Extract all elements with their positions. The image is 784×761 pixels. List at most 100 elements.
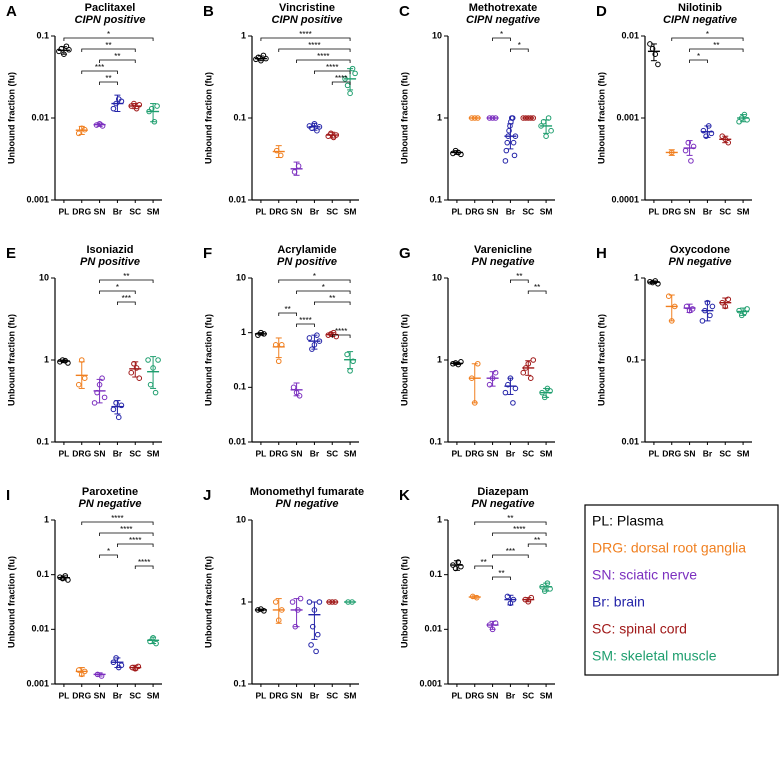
panel-subtitle: CIPN positive <box>75 14 146 26</box>
x-tick-label: SC <box>522 690 534 700</box>
x-tick-label: SM <box>540 448 553 458</box>
y-axis-label: Unbound fraction (fu) <box>399 556 409 648</box>
x-tick-label: DRG <box>662 448 681 458</box>
data-point <box>75 381 82 388</box>
y-tick-label: 0.001 <box>26 194 49 204</box>
x-tick-label: SN <box>487 690 499 700</box>
panel-label: E <box>6 245 16 262</box>
data-point <box>152 389 159 396</box>
significance-label: * <box>107 30 110 39</box>
y-axis-label: Unbound fraction (fu) <box>6 556 16 648</box>
x-tick-label: PL <box>648 448 659 458</box>
x-tick-label: SC <box>326 690 338 700</box>
data-point <box>665 293 672 299</box>
data-point <box>520 369 527 376</box>
x-tick-label: Br <box>703 448 713 458</box>
data-point <box>344 351 350 358</box>
significance-label: **** <box>326 63 338 72</box>
data-point <box>75 130 82 137</box>
x-tick-label: SN <box>684 448 696 458</box>
data-point <box>502 389 509 396</box>
data-point <box>272 599 279 605</box>
data-point <box>510 139 517 146</box>
significance-bracket <box>99 554 118 558</box>
y-tick-label: 1 <box>241 30 246 40</box>
panel-subtitle: CIPN negative <box>663 14 737 26</box>
significance-bracket <box>296 290 351 294</box>
data-point <box>308 642 314 648</box>
x-tick-label: SN <box>291 690 303 700</box>
x-tick-label: SM <box>540 690 553 700</box>
y-tick-label: 1 <box>437 514 442 524</box>
significance-bracket <box>99 532 154 536</box>
data-point <box>154 103 160 109</box>
panel-title: Acrylamide <box>277 244 336 256</box>
y-tick-label: 1 <box>241 327 246 337</box>
y-tick-label: 0.01 <box>228 194 246 204</box>
significance-bracket <box>314 301 351 305</box>
x-tick-label: SN <box>94 448 106 458</box>
x-tick-label: Br <box>506 690 516 700</box>
y-tick-label: 1 <box>44 514 49 524</box>
significance-bracket <box>81 521 154 525</box>
x-tick-label: Br <box>703 206 713 216</box>
data-point <box>530 357 537 363</box>
data-point <box>655 61 661 68</box>
x-tick-label: DRG <box>72 690 91 700</box>
data-point <box>314 631 321 638</box>
data-point <box>725 296 732 303</box>
data-point <box>688 158 694 164</box>
x-tick-label: SC <box>326 448 338 458</box>
x-tick-label: PL <box>451 690 462 700</box>
data-point <box>682 147 689 154</box>
x-tick-label: SM <box>147 206 160 216</box>
significance-label: ** <box>329 294 335 303</box>
data-point <box>504 139 511 146</box>
significance-label: ** <box>498 569 504 578</box>
data-point <box>110 105 117 112</box>
panel-subtitle: PN negative <box>669 256 732 268</box>
y-tick-label: 0.1 <box>626 354 639 364</box>
significance-bracket <box>278 279 351 283</box>
x-tick-label: PL <box>648 206 659 216</box>
legend-entry: SN: sciatic nerve <box>592 567 697 583</box>
significance-label: ** <box>105 41 111 50</box>
data-point <box>118 402 125 409</box>
x-tick-label: DRG <box>72 448 91 458</box>
y-tick-label: 1 <box>44 354 49 364</box>
significance-label: **** <box>299 30 311 39</box>
y-tick-label: 0.1 <box>429 569 442 579</box>
significance-label: **** <box>335 74 347 83</box>
data-point <box>309 623 316 630</box>
significance-bracket <box>81 48 136 52</box>
y-axis-label: Unbound fraction (fu) <box>596 314 606 406</box>
x-tick-label: SM <box>737 448 750 458</box>
significance-bracket <box>99 290 136 294</box>
data-point <box>504 593 511 600</box>
x-tick-label: SN <box>94 690 106 700</box>
y-axis-label: Unbound fraction (fu) <box>596 72 606 164</box>
y-tick-label: 10 <box>39 272 49 282</box>
x-tick-label: PL <box>451 206 462 216</box>
y-axis-label: Unbound fraction (fu) <box>203 314 213 406</box>
x-tick-label: SN <box>291 206 303 216</box>
legend-entry: SC: spinal cord <box>592 621 687 637</box>
data-point <box>128 369 135 376</box>
data-point <box>135 663 142 670</box>
y-tick-label: 1 <box>437 354 442 364</box>
x-tick-label: SM <box>737 206 750 216</box>
x-tick-label: SM <box>344 448 357 458</box>
significance-label: * <box>107 547 110 556</box>
y-tick-label: 0.01 <box>31 112 49 122</box>
panel-label: C <box>399 3 410 20</box>
x-tick-label: SM <box>147 690 160 700</box>
data-point <box>689 306 696 312</box>
significance-label: ** <box>481 558 487 567</box>
data-point <box>352 70 358 77</box>
data-point <box>145 357 151 363</box>
x-tick-label: SC <box>522 206 534 216</box>
y-tick-label: 0.001 <box>616 112 639 122</box>
x-tick-label: DRG <box>465 448 484 458</box>
